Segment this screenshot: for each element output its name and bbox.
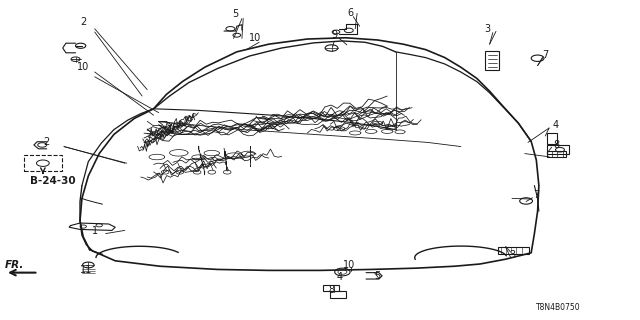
Text: 10: 10 bbox=[248, 33, 261, 44]
Text: B-24-30: B-24-30 bbox=[30, 176, 76, 186]
Text: 10: 10 bbox=[77, 62, 90, 72]
Text: 4: 4 bbox=[336, 272, 342, 282]
Bar bbox=[547, 145, 569, 154]
Text: 3: 3 bbox=[509, 250, 515, 260]
Text: 6: 6 bbox=[348, 8, 354, 18]
Text: 7: 7 bbox=[533, 190, 540, 200]
Text: 11: 11 bbox=[80, 265, 93, 276]
Text: 5: 5 bbox=[374, 271, 381, 281]
Text: 8: 8 bbox=[554, 140, 560, 150]
Text: 7: 7 bbox=[542, 50, 548, 60]
Text: 9: 9 bbox=[331, 29, 337, 40]
Bar bbox=[330, 291, 346, 298]
Text: 5: 5 bbox=[232, 9, 239, 20]
Text: T8N4B0750: T8N4B0750 bbox=[536, 303, 580, 312]
Text: 4: 4 bbox=[552, 120, 559, 130]
Text: 8: 8 bbox=[328, 284, 335, 295]
Bar bbox=[547, 151, 566, 157]
Bar bbox=[485, 51, 499, 70]
Text: 10: 10 bbox=[343, 260, 356, 270]
Text: 2: 2 bbox=[44, 137, 50, 148]
Text: 1: 1 bbox=[92, 226, 98, 236]
Bar bbox=[323, 285, 339, 291]
Text: FR.: FR. bbox=[4, 260, 24, 270]
Text: 2: 2 bbox=[80, 17, 86, 28]
Bar bbox=[547, 133, 557, 144]
Bar bbox=[498, 247, 529, 254]
Text: 3: 3 bbox=[484, 24, 491, 34]
